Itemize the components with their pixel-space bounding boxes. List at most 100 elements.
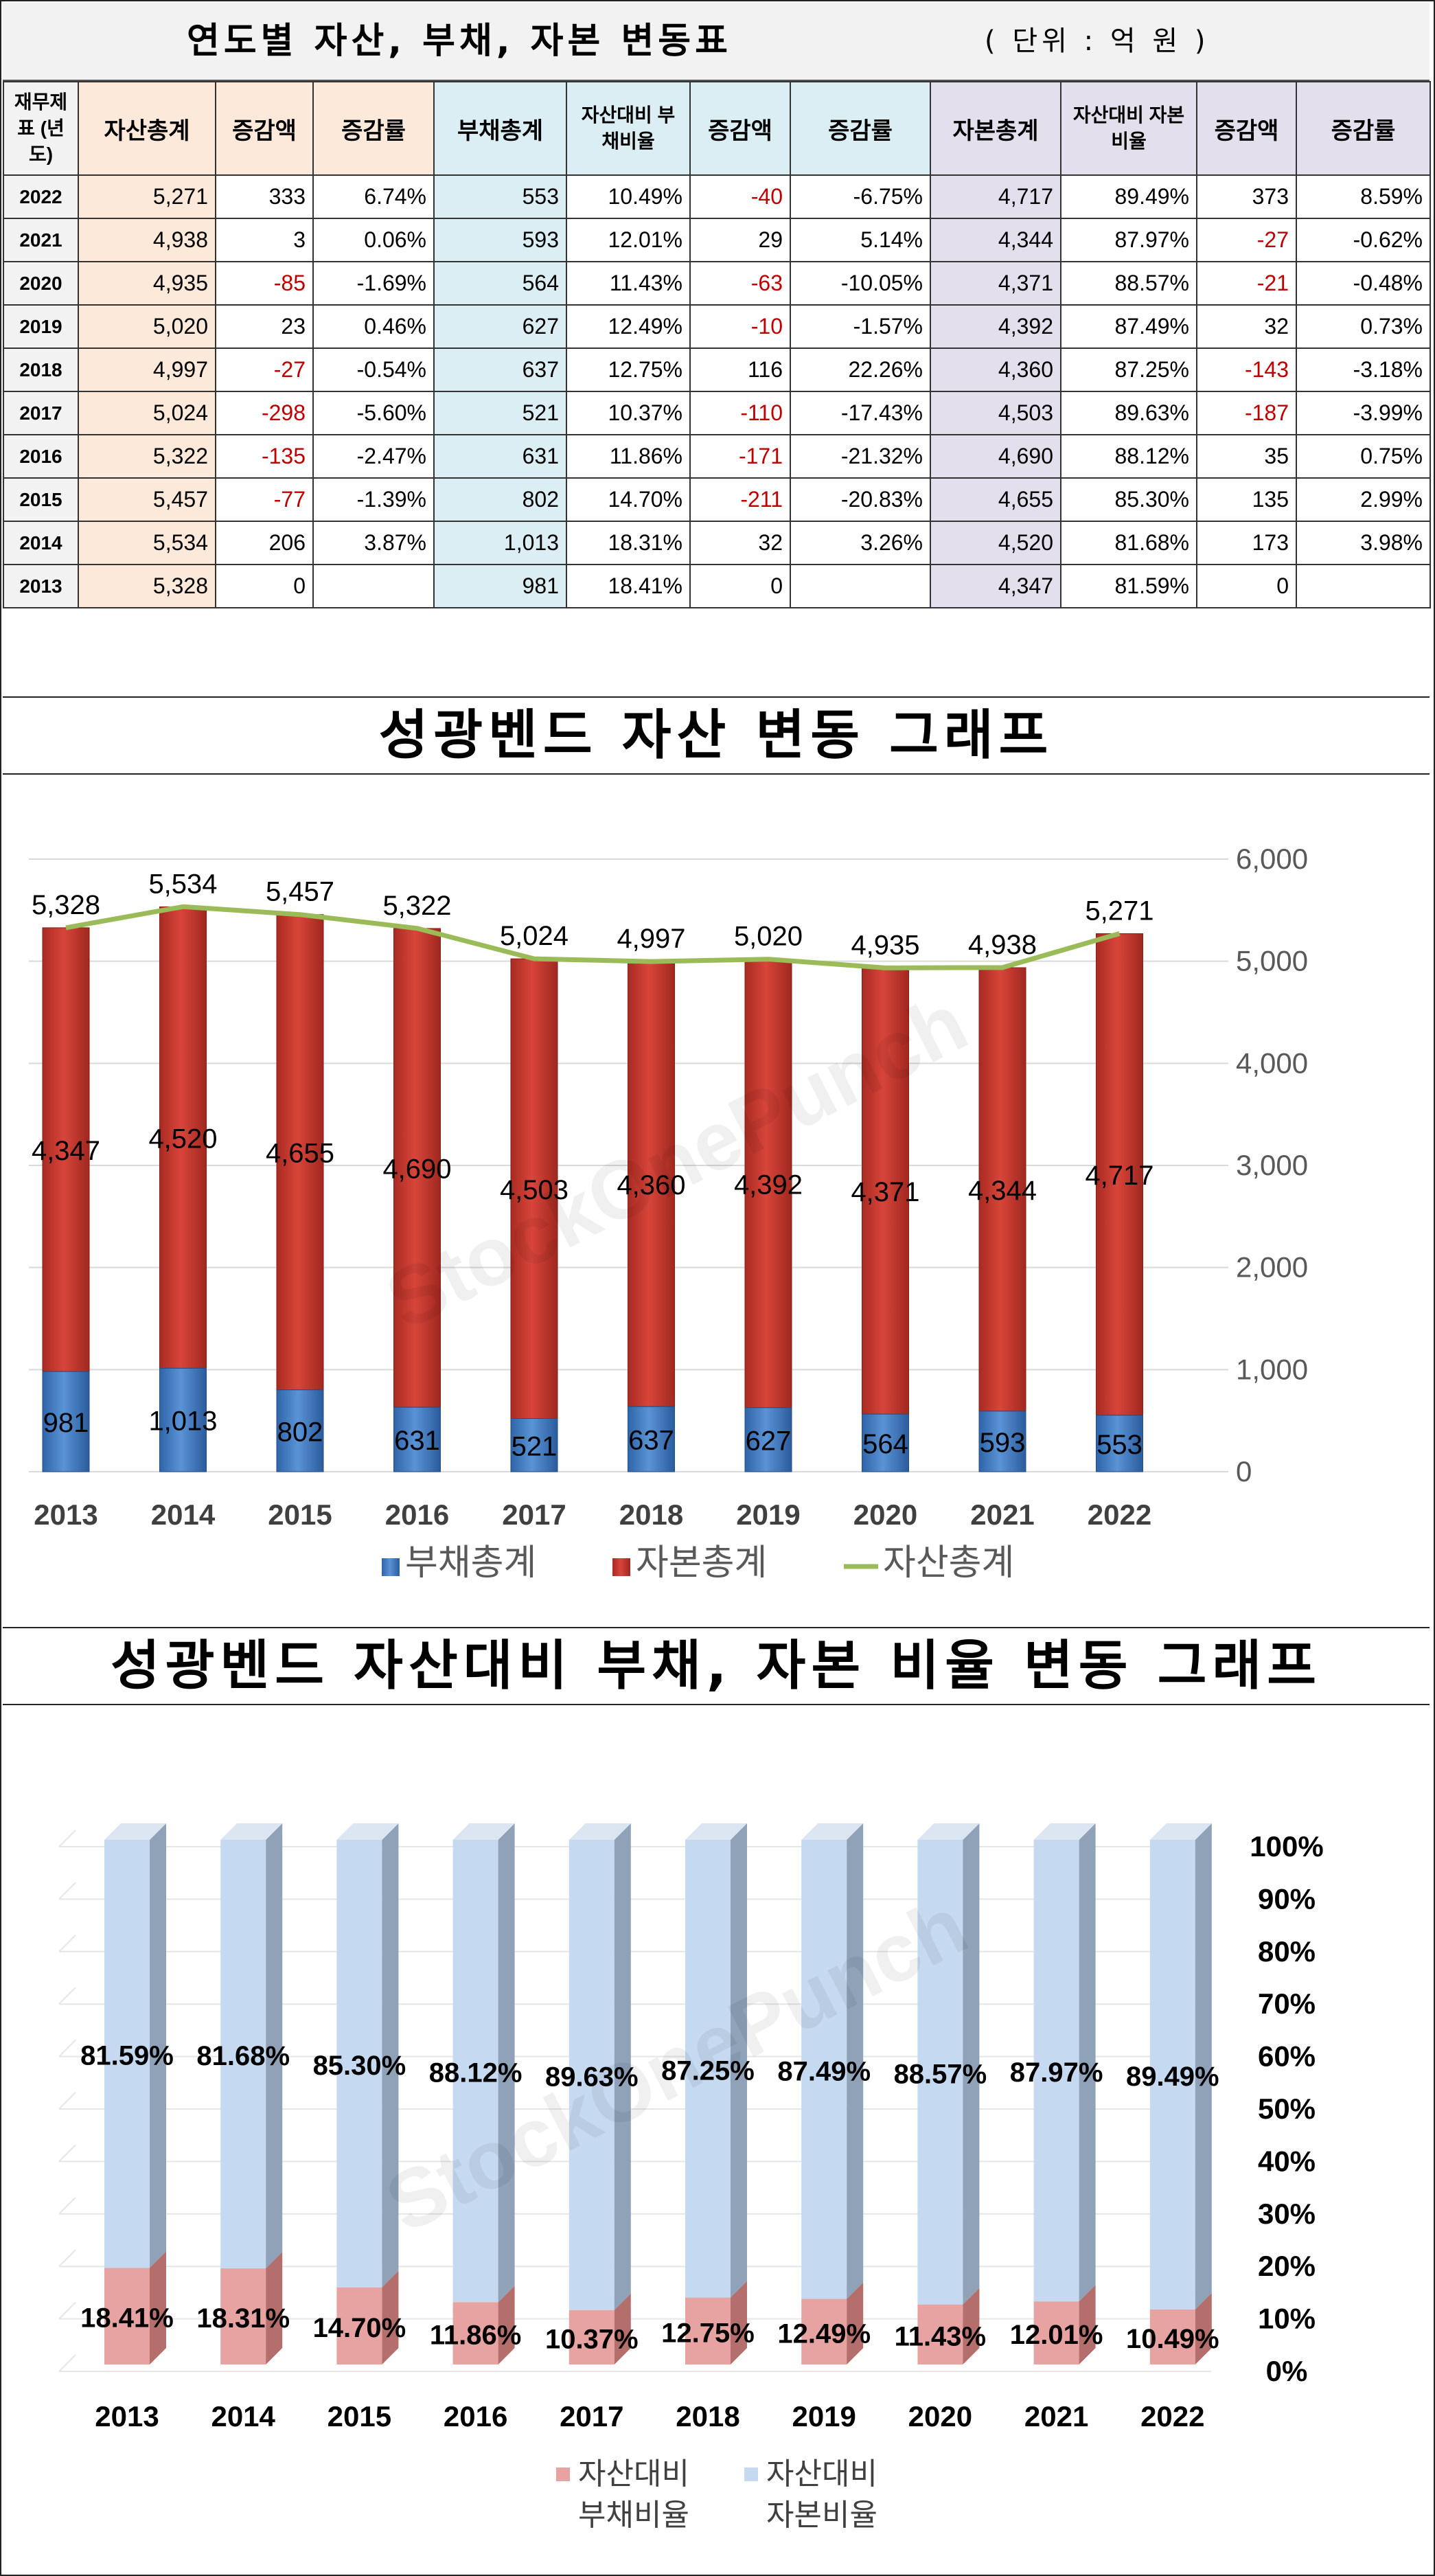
table-cell: 4,360 bbox=[930, 347, 1061, 392]
equity-ratio-bar-top bbox=[1033, 1823, 1096, 1840]
equity-ratio-label: 88.57% bbox=[894, 2059, 987, 2089]
gridline-depth bbox=[58, 2249, 76, 2267]
y-tick-label: 0 bbox=[1236, 1455, 1252, 1488]
table-cell bbox=[1296, 564, 1431, 608]
x-tick-label: 2018 bbox=[619, 1498, 683, 1531]
table-title: 연도별 자산, 부채, 자본 변동표 bbox=[186, 21, 732, 62]
table-cell: 4,520 bbox=[930, 521, 1061, 565]
table-row: 2016 5,322 -135 -2.47% 631 11.86% -171 -21.32% 4… bbox=[3, 434, 1431, 479]
column-header: 증감액 bbox=[689, 81, 791, 176]
table-cell bbox=[790, 564, 931, 608]
x-tick-label: 2015 bbox=[268, 1498, 332, 1531]
debt-ratio-bar-side bbox=[731, 2281, 747, 2364]
y-tick-label: 2,000 bbox=[1236, 1251, 1308, 1284]
gridline-depth bbox=[58, 1830, 76, 1847]
x-tick-label: 2013 bbox=[95, 2400, 159, 2432]
table-cell: 89.63% bbox=[1060, 391, 1197, 435]
table-cell: -1.69% bbox=[312, 261, 435, 306]
table-cell: 5,020 bbox=[78, 304, 216, 349]
equity-ratio-bar-side bbox=[382, 1823, 399, 2288]
equity-value-label: 4,344 bbox=[968, 1176, 1037, 1206]
legend-equity-swatch bbox=[744, 2467, 758, 2481]
debt-ratio-bar bbox=[801, 2299, 847, 2364]
table-cell: 2017 bbox=[3, 391, 79, 435]
equity-ratio-bar bbox=[569, 1840, 615, 2310]
equity-ratio-bar-top bbox=[917, 1823, 980, 1840]
table-cell: 4,935 bbox=[78, 261, 216, 306]
table-cell bbox=[312, 564, 435, 608]
table-cell: 81.68% bbox=[1060, 521, 1197, 565]
column-header: 자산대비 부채비율 bbox=[566, 81, 691, 176]
assets-line bbox=[65, 904, 1121, 970]
table-cell: 2013 bbox=[3, 564, 79, 608]
debt-ratio-bar-side bbox=[963, 2288, 980, 2364]
debt-ratio-label: 11.86% bbox=[430, 2321, 521, 2351]
legend-debt-label: 부채총계 bbox=[405, 1543, 536, 1583]
debt-ratio-bar bbox=[1033, 2301, 1079, 2364]
column-header: 증감률 bbox=[1296, 81, 1431, 176]
equity-value-label: 4,655 bbox=[266, 1139, 334, 1169]
table-cell: -1.39% bbox=[312, 477, 435, 522]
y-tick-label: 10% bbox=[1258, 2303, 1316, 2335]
table-cell: -0.62% bbox=[1296, 218, 1431, 262]
y-tick-label: 4,000 bbox=[1236, 1047, 1308, 1079]
table-row: 2013 5,328 0 981 18.41% 0 4,347 81.59% 0 bbox=[3, 564, 1431, 608]
equity-value-label: 4,371 bbox=[851, 1177, 919, 1207]
debt-ratio-bar bbox=[220, 2268, 266, 2364]
debt-value-label: 637 bbox=[628, 1426, 674, 1456]
column-header: 재무제표 (년도) bbox=[3, 81, 79, 176]
table-cell: 0.73% bbox=[1296, 304, 1431, 349]
y-tick-label: 90% bbox=[1258, 1882, 1316, 1915]
table-cell: 802 bbox=[433, 477, 567, 522]
table-cell: 116 bbox=[689, 347, 791, 392]
equity-ratio-bar bbox=[685, 1840, 731, 2298]
table-cell: 87.49% bbox=[1060, 304, 1197, 349]
debt-bar bbox=[510, 1418, 558, 1472]
equity-value-label: 4,360 bbox=[617, 1170, 685, 1200]
debt-bar bbox=[159, 1367, 207, 1472]
equity-ratio-bar-top bbox=[685, 1823, 747, 1840]
table-cell: 6.74% bbox=[312, 174, 435, 219]
table-cell: 10.49% bbox=[566, 174, 691, 219]
table-row: 2022 5,271 333 6.74% 553 10.49% -40 -6.75% 4,717… bbox=[3, 174, 1431, 219]
debt-ratio-bar bbox=[917, 2304, 963, 2364]
table-cell: -27 bbox=[215, 347, 314, 392]
debt-ratio-label: 18.31% bbox=[196, 2303, 290, 2334]
gridline-depth bbox=[58, 1935, 76, 1952]
table-cell: -1.57% bbox=[790, 304, 931, 349]
table-cell: 553 bbox=[433, 174, 567, 219]
table-cell: 18.41% bbox=[566, 564, 691, 608]
table-cell: 23 bbox=[215, 304, 314, 349]
equity-ratio-bar-side bbox=[847, 1823, 864, 2299]
equity-ratio-label: 81.59% bbox=[80, 2041, 174, 2071]
x-tick-label: 2014 bbox=[211, 2400, 275, 2432]
table-cell: 2020 bbox=[3, 261, 79, 306]
table-cell: -3.18% bbox=[1296, 347, 1431, 392]
equity-ratio-label: 88.12% bbox=[429, 2058, 523, 2088]
assets-value-label: 5,534 bbox=[148, 869, 217, 899]
equity-ratio-bar-top bbox=[801, 1823, 864, 1840]
equity-ratio-label: 87.97% bbox=[1010, 2058, 1103, 2088]
y-tick-label: 100% bbox=[1250, 1830, 1323, 1862]
equity-ratio-bar bbox=[917, 1840, 963, 2305]
table-cell: -0.54% bbox=[312, 347, 435, 392]
table-row: 2019 5,020 23 0.46% 627 12.49% -10 -1.57% 4,392 8… bbox=[3, 304, 1431, 349]
table-cell: 2022 bbox=[3, 174, 79, 219]
debt-ratio-label: 11.43% bbox=[895, 2321, 986, 2351]
equity-ratio-bar-side bbox=[150, 1823, 166, 2268]
table-cell: 3 bbox=[215, 218, 314, 262]
equity-ratio-bar-top bbox=[220, 1823, 283, 1840]
table-row: 2018 4,997 -27 -0.54% 637 12.75% 116 22.26% 4,36… bbox=[3, 347, 1431, 392]
gridline-depth bbox=[58, 2144, 76, 2163]
table-cell: 18.31% bbox=[566, 521, 691, 565]
debt-ratio-bar-side bbox=[1079, 2285, 1096, 2364]
debt-value-label: 521 bbox=[512, 1431, 558, 1461]
table-cell: 206 bbox=[215, 521, 314, 565]
table-cell: 2.99% bbox=[1296, 477, 1431, 522]
table-cell: 173 bbox=[1196, 521, 1297, 565]
equity-ratio-bar-side bbox=[614, 1823, 631, 2310]
equity-value-label: 4,503 bbox=[500, 1175, 569, 1205]
table-header-row: 재무제표 (년도) 자산총계 증감액 증감률 부채총계 자산대비 부채비율 증감액 증감률 자본… bbox=[3, 81, 1431, 176]
debt-bar bbox=[862, 1413, 909, 1472]
debt-ratio-bar-side bbox=[150, 2251, 166, 2364]
